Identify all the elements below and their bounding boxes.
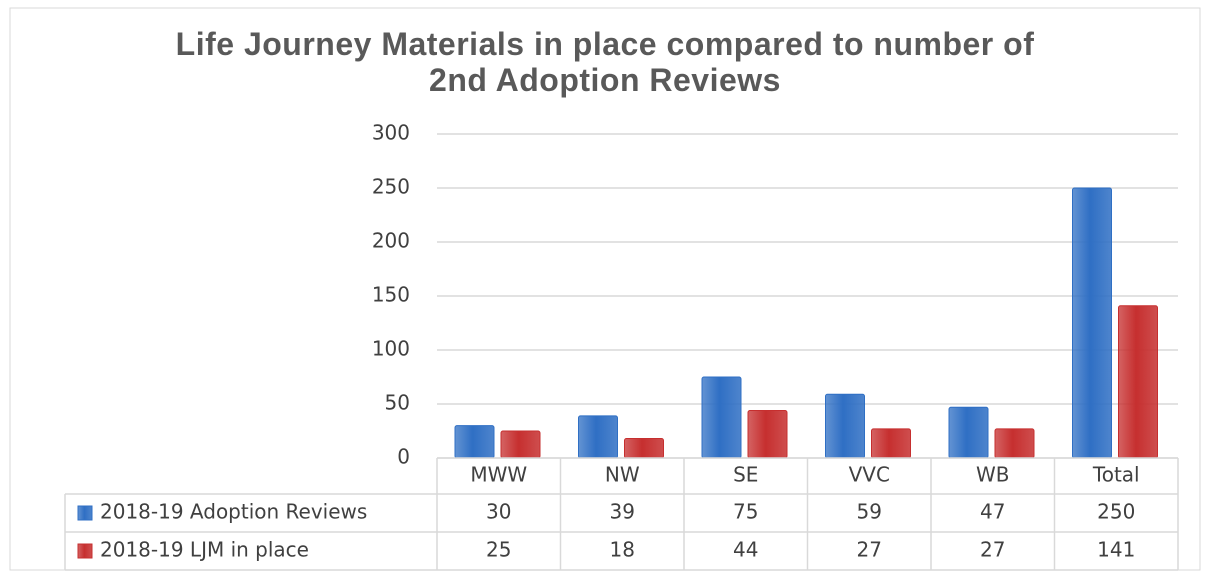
table-value: 47 xyxy=(980,500,1005,524)
x-tick-label: VVC xyxy=(849,463,890,487)
table-value: 75 xyxy=(733,500,758,524)
table-value: 30 xyxy=(486,500,511,524)
bar xyxy=(948,406,989,459)
table-value: 25 xyxy=(486,538,511,562)
y-tick-label: 50 xyxy=(385,391,410,415)
table-value: 141 xyxy=(1097,538,1135,562)
legend-key xyxy=(77,543,93,559)
x-tick-label: Total xyxy=(1092,463,1140,487)
table-value: 18 xyxy=(610,538,635,562)
x-tick-label: NW xyxy=(605,463,640,487)
bar xyxy=(578,415,618,459)
x-tick-label: WB xyxy=(976,463,1010,487)
bar xyxy=(500,430,541,459)
table-value: 27 xyxy=(980,538,1005,562)
table-value: 59 xyxy=(857,500,882,524)
y-tick-label: 0 xyxy=(397,445,410,469)
legend-key xyxy=(77,505,93,521)
bar xyxy=(871,428,911,459)
bar xyxy=(624,438,664,459)
table-value: 39 xyxy=(610,500,635,524)
bar xyxy=(454,425,495,459)
bar xyxy=(747,409,788,459)
y-tick-label: 300 xyxy=(372,121,410,145)
y-tick-label: 200 xyxy=(372,229,410,253)
bar xyxy=(701,376,742,459)
legend-label: 2018-19 LJM in place xyxy=(100,538,309,562)
table-value: 250 xyxy=(1097,500,1135,524)
chart-title: Life Journey Materials in place compared… xyxy=(175,26,1035,98)
y-tick-label: 250 xyxy=(372,175,410,199)
bar xyxy=(1072,187,1112,459)
bar xyxy=(994,428,1035,459)
x-tick-label: MWW xyxy=(470,463,527,487)
bar xyxy=(825,393,865,459)
x-tick-label: SE xyxy=(733,463,758,487)
legend-label: 2018-19 Adoption Reviews xyxy=(100,500,367,524)
table-value: 44 xyxy=(733,538,758,562)
table-value: 27 xyxy=(857,538,882,562)
bar xyxy=(1118,305,1158,459)
y-tick-label: 150 xyxy=(372,283,410,307)
y-tick-label: 100 xyxy=(372,337,410,361)
